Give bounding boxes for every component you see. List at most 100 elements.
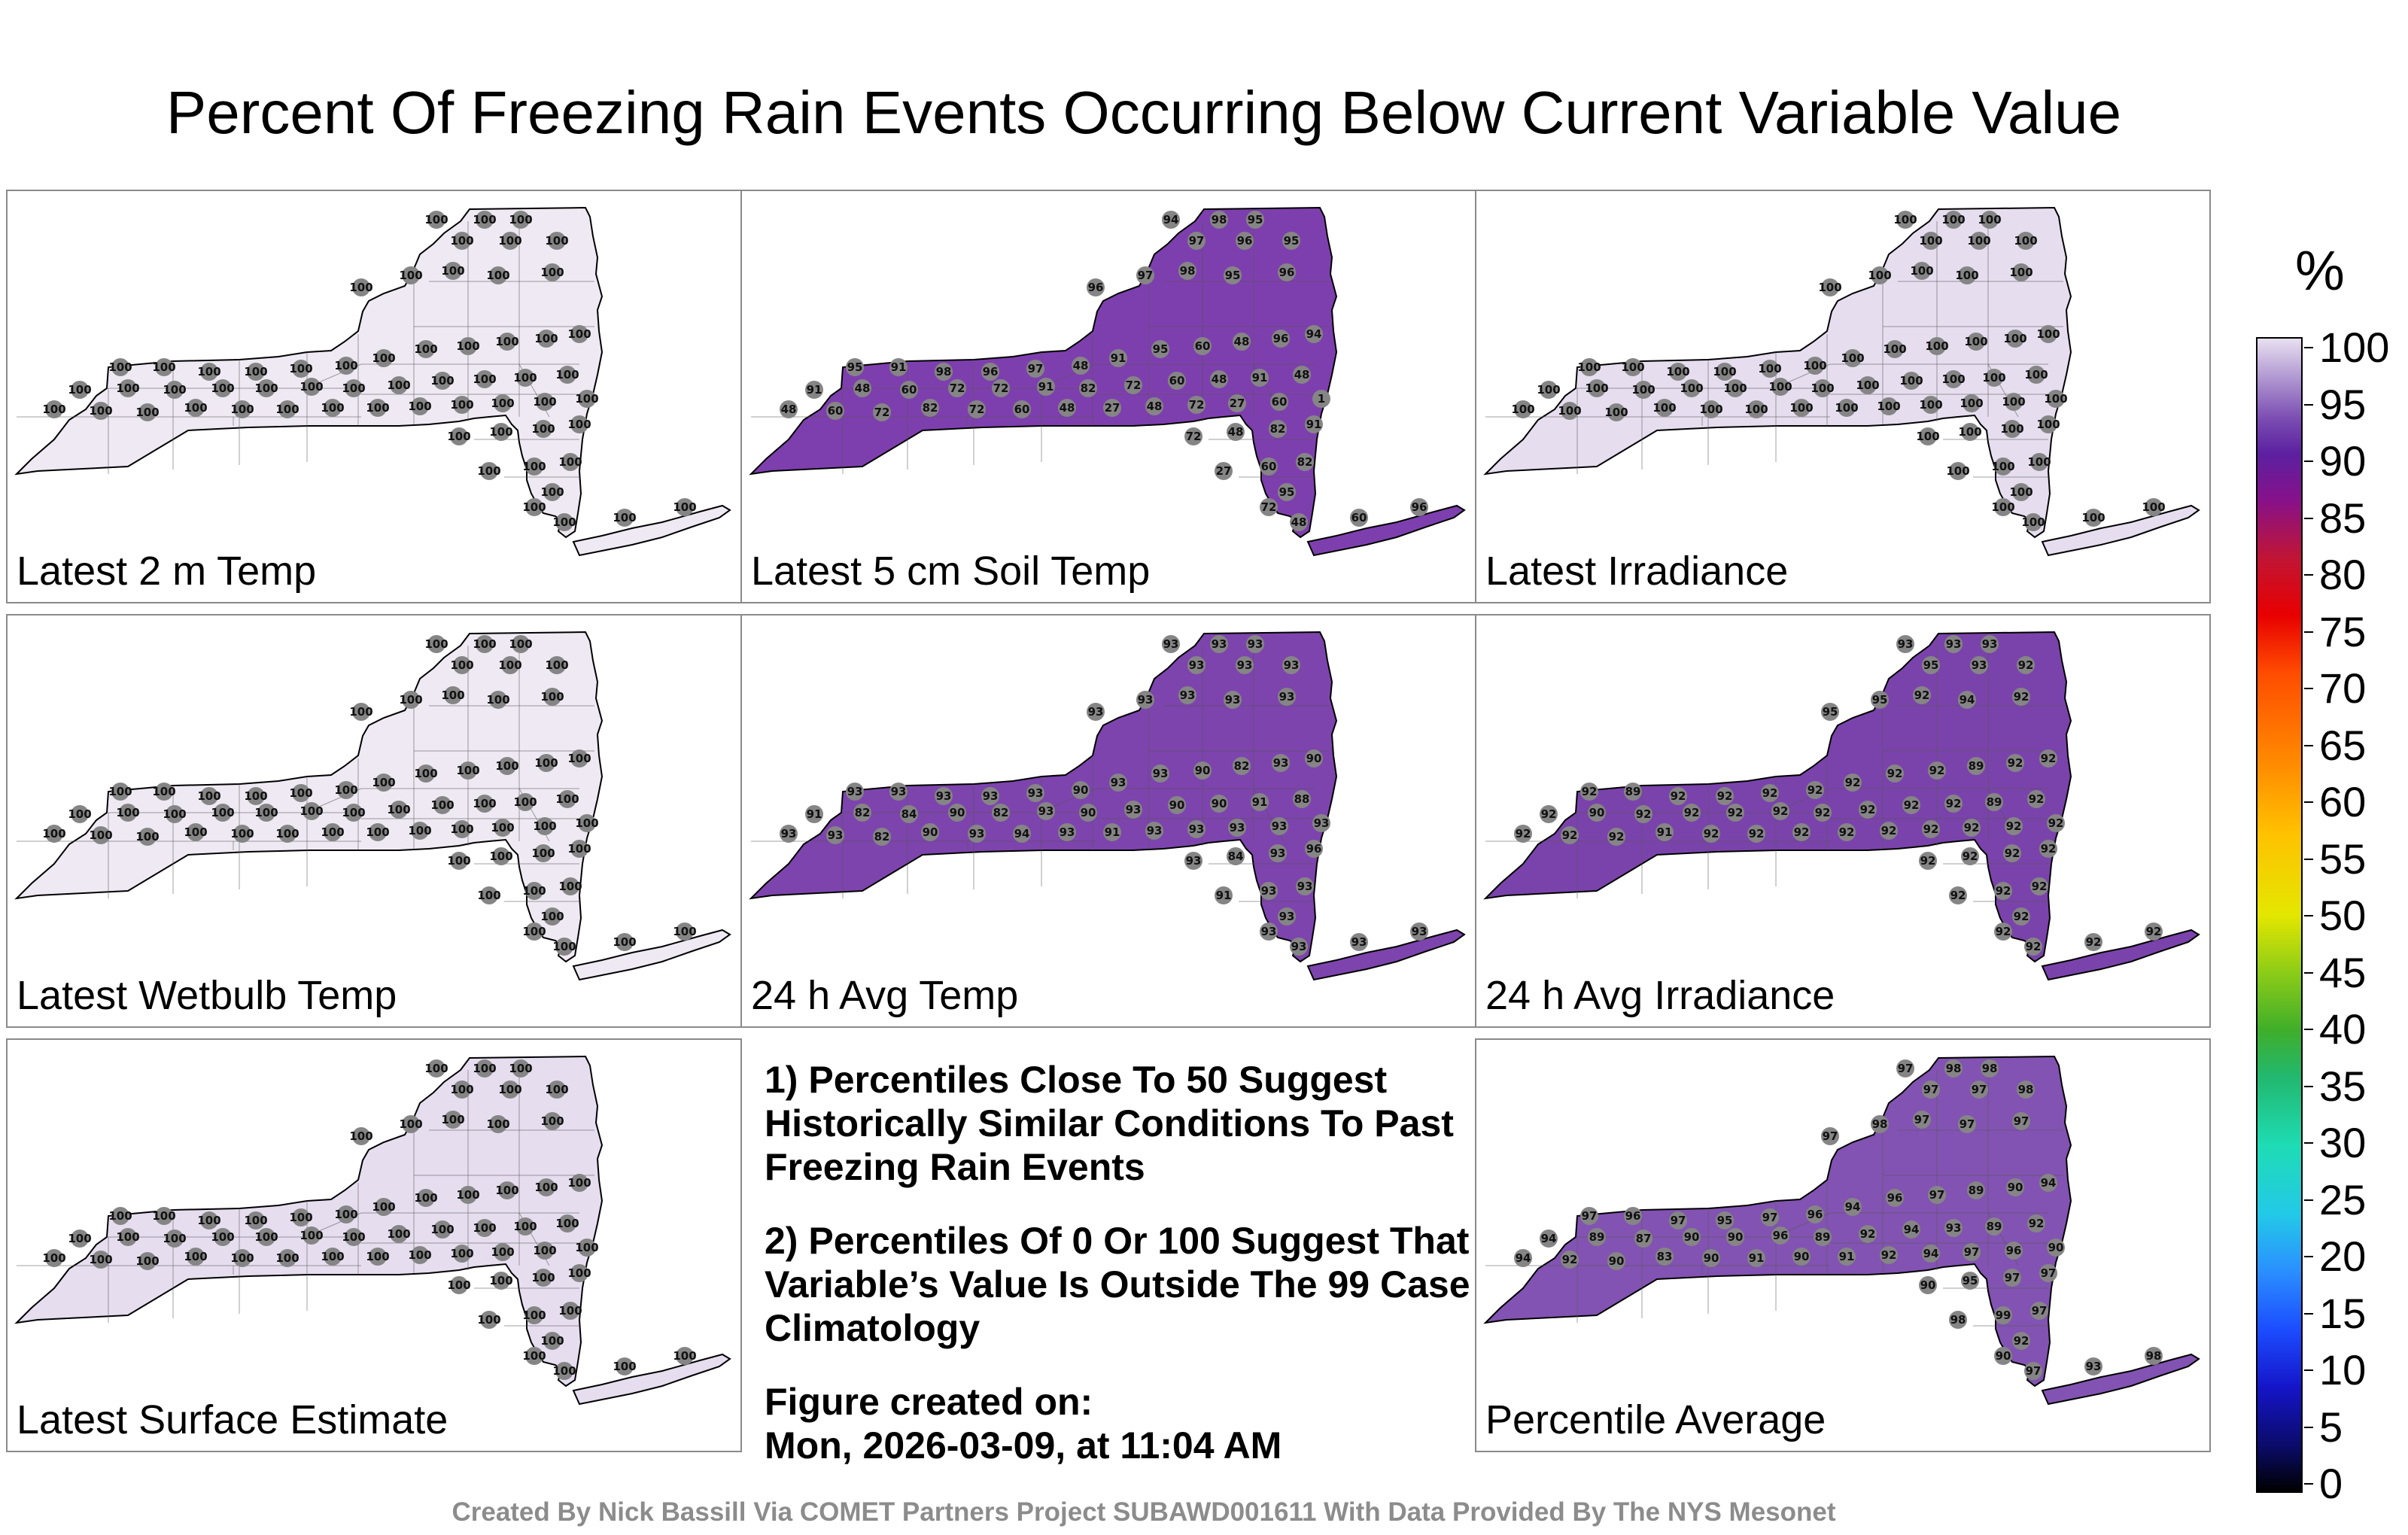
- station-value: 93: [1270, 847, 1286, 860]
- colorbar-tick-label: 100: [2319, 324, 2390, 371]
- station-value: 93: [1147, 824, 1163, 837]
- station-dot: [2039, 1264, 2057, 1282]
- station-value: 100: [1621, 360, 1644, 374]
- station-dot: [1963, 819, 1981, 837]
- ny-state-outline: [14, 631, 604, 963]
- station-dot: [805, 381, 823, 399]
- station-dot: [570, 1174, 588, 1192]
- colorbar-tick-label: 70: [2319, 664, 2367, 712]
- station-value: 96: [1279, 266, 1295, 279]
- station-value: 100: [533, 819, 556, 833]
- station-marker: 100: [1652, 399, 1677, 417]
- station-dot: [2005, 817, 2023, 835]
- station-marker: 100: [321, 399, 345, 417]
- map-panel: 100 100 100 100 100 100 100 100 100 100 100 100 100 1…: [6, 614, 742, 1028]
- station-marker: 98: [2145, 1347, 2163, 1365]
- station-dot: [1981, 211, 1999, 229]
- station-value: 48: [1234, 335, 1250, 348]
- station-marker: 100: [522, 882, 546, 900]
- station-marker: 93: [2084, 1357, 2102, 1375]
- station-dot: [1886, 764, 1904, 783]
- station-marker: 93: [1410, 923, 1428, 941]
- station-value: 93: [1153, 767, 1169, 780]
- station-dot: [2047, 814, 2065, 832]
- station-dot: [1278, 907, 1296, 926]
- station-dot: [2030, 453, 2048, 471]
- station-value: 72: [950, 381, 965, 395]
- station-dot: [480, 886, 498, 904]
- colorbar-tick: [2304, 1142, 2313, 1144]
- station-dot: [375, 1198, 393, 1216]
- station-value: 100: [1919, 234, 1942, 248]
- note-percentile-extremes: 2) Percentiles Of 0 Or 100 Suggest That …: [765, 1220, 1470, 1349]
- station-value: 100: [2014, 234, 2037, 248]
- station-marker: 92: [1580, 783, 1598, 801]
- station-value: 100: [414, 767, 437, 780]
- station-dot: [1305, 840, 1323, 858]
- station-dot: [1184, 852, 1202, 870]
- station-marker: 100: [450, 820, 474, 838]
- station-value: 92: [2026, 940, 2042, 953]
- station-marker: 100: [513, 793, 537, 811]
- station-dot: [111, 358, 129, 376]
- station-value: 100: [567, 327, 591, 341]
- station-value: 100: [42, 1251, 65, 1265]
- station-value: 91: [807, 383, 822, 397]
- station-value: 90: [1589, 806, 1605, 819]
- station-marker: 100: [1955, 266, 1979, 284]
- station-dot: [1079, 804, 1097, 822]
- station-dot: [1124, 376, 1142, 394]
- station-value: 92: [1887, 767, 1903, 780]
- station-value: 93: [1212, 637, 1227, 651]
- station-marker: 92: [2003, 844, 2021, 862]
- station-value: 100: [424, 637, 448, 651]
- station-dot: [1896, 1059, 1914, 1078]
- station-value: 72: [874, 406, 890, 419]
- station-value: 92: [1671, 789, 1686, 803]
- station-value: 94: [1014, 827, 1030, 840]
- station-value: 92: [2041, 842, 2057, 856]
- station-value: 100: [275, 1251, 299, 1265]
- station-value: 100: [366, 1250, 389, 1263]
- station-marker: 100: [491, 819, 515, 837]
- station-marker: 93: [1260, 882, 1278, 900]
- station-value: 100: [299, 1229, 323, 1242]
- map-panel: 94 98 95 97 96 95 96 97 98 95 96 95 91 98 96 97 48 91 95 60…: [740, 190, 1476, 603]
- station-value: 93: [1279, 910, 1295, 923]
- station-marker: 93: [1037, 802, 1055, 820]
- station-dot: [1410, 923, 1428, 941]
- station-value: 100: [387, 1227, 410, 1241]
- station-marker: 100: [477, 886, 501, 904]
- station-value: 100: [387, 378, 410, 392]
- station-dot: [155, 1207, 173, 1225]
- station-dot: [1683, 379, 1701, 397]
- station-value: 60: [1261, 460, 1277, 473]
- station-value: 93: [891, 785, 907, 798]
- station-value: 100: [1713, 365, 1736, 378]
- station-value: 100: [108, 785, 132, 798]
- station-marker: 60: [900, 381, 918, 399]
- station-dot: [1624, 358, 1642, 376]
- station-marker: 82: [992, 804, 1010, 822]
- station-marker: 100: [552, 938, 576, 956]
- station-marker: 92: [2006, 754, 2024, 772]
- station-value: 100: [1964, 335, 1987, 348]
- station-marker: 100: [2000, 420, 2024, 438]
- station-dot: [476, 1219, 494, 1237]
- station-marker: 100: [567, 325, 591, 343]
- station-value: 97: [1929, 1188, 1945, 1202]
- created-timestamp: Mon, 2026-03-09, at 11:04 AM: [765, 1424, 1282, 1467]
- station-value: 92: [2041, 752, 2057, 765]
- station-value: 90: [1073, 783, 1089, 797]
- station-dot: [948, 804, 966, 822]
- station-marker: 100: [184, 399, 208, 417]
- station-dot: [1806, 781, 1824, 799]
- station-dot: [1880, 822, 1898, 840]
- station-value: 92: [2086, 935, 2102, 949]
- credit-line: Created By Nick Bassill Via COMET Partne…: [451, 1497, 1836, 1527]
- station-marker: 92: [2017, 656, 2035, 674]
- station-dot: [257, 804, 275, 822]
- station-marker: 91: [1747, 1249, 1765, 1267]
- station-dot: [1902, 372, 1920, 390]
- station-value: 94: [1516, 1251, 1531, 1265]
